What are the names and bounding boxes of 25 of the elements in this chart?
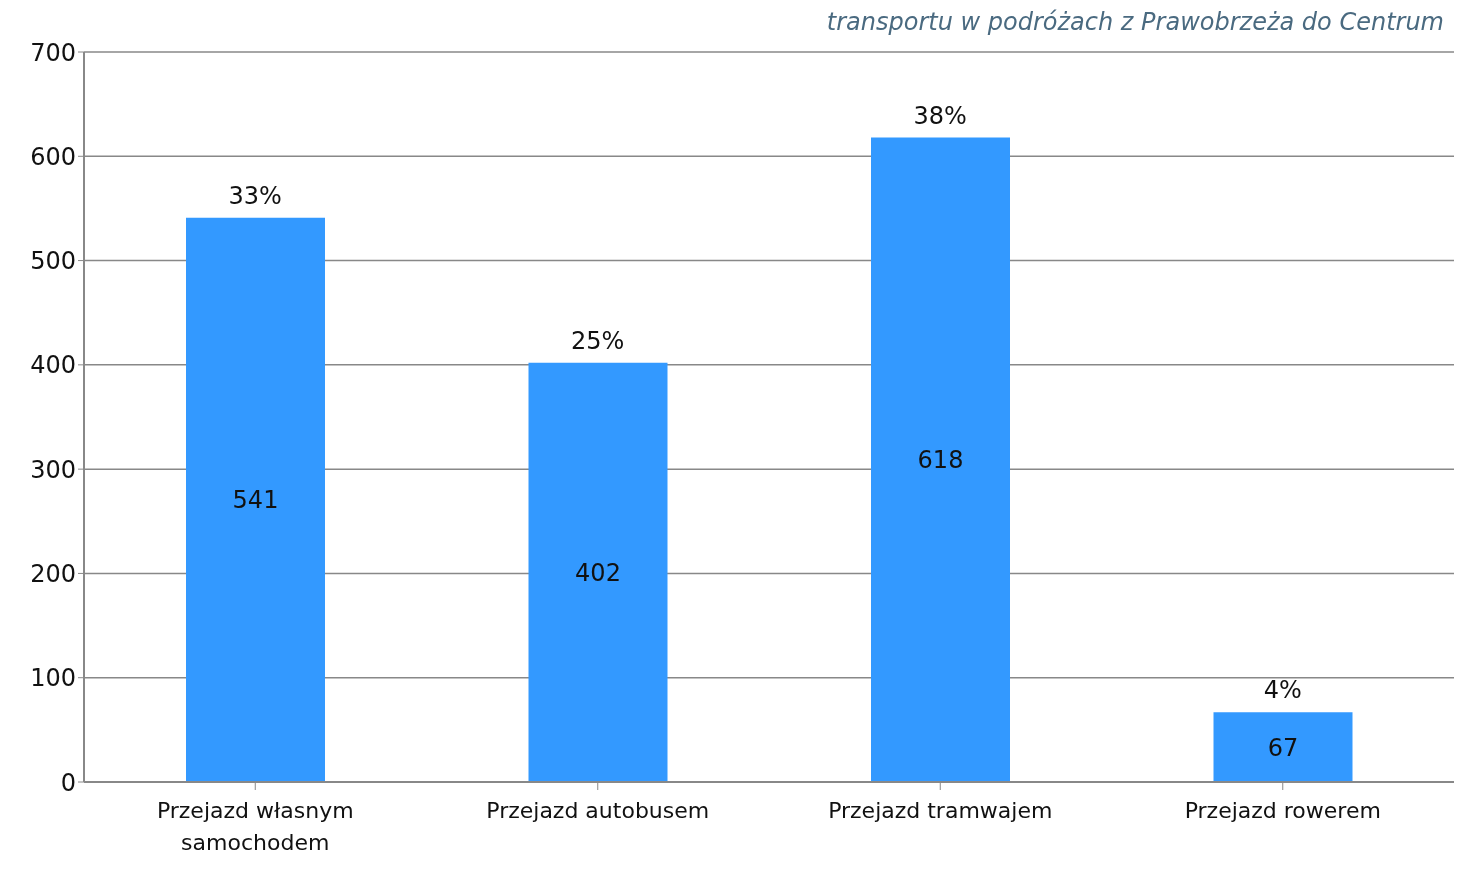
annotation: 38% [913, 101, 967, 130]
y-tick-label: 500 [30, 247, 76, 276]
y-tick-label: 600 [30, 142, 76, 171]
x-tick-label: Przejazd rowerem [1184, 798, 1381, 823]
chart-title: transportu w podróżach z Prawobrzeża do Centrum [826, 8, 1444, 36]
annotation: 25% [571, 326, 625, 355]
x-tick-label: Przejazd własnym samochodem [156, 798, 354, 855]
y-tick-label: 300 [30, 455, 76, 484]
x-tick-label: Przejazd autobusem [486, 798, 710, 823]
data-label: 618 [917, 446, 964, 475]
data-label: 67 [1267, 733, 1299, 762]
y-tick-label: 200 [30, 559, 76, 588]
y-tick-label: 400 [30, 351, 76, 380]
annotation: 4% [1263, 676, 1302, 705]
y-tick-label: 100 [30, 664, 76, 693]
data-label: 541 [232, 486, 279, 515]
data-label: 402 [575, 558, 621, 587]
x-tick-label: Przejazd tramwajem [828, 798, 1053, 823]
bar [186, 217, 325, 782]
bar [871, 137, 1010, 782]
bar [1213, 712, 1353, 782]
annotation: 33% [228, 181, 282, 210]
y-tick-label: 700 [30, 38, 76, 67]
bar [528, 362, 668, 782]
y-tick-label: 0 [60, 768, 76, 797]
